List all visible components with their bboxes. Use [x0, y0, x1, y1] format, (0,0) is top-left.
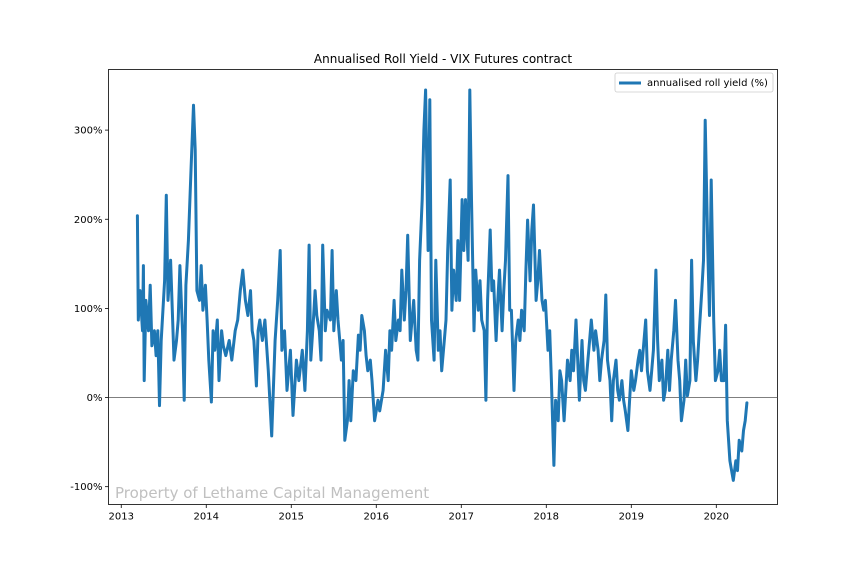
x-tick-label: 2015: [279, 512, 304, 523]
y-tick-label: 100%: [74, 304, 103, 315]
legend: annualised roll yield (%): [614, 72, 774, 93]
y-tick-label: 200%: [74, 215, 103, 226]
x-tick-label: 2016: [364, 512, 389, 523]
y-tick-label: 300%: [74, 126, 103, 137]
series-line-roll-yield: [135, 88, 749, 482]
x-tick-label: 2018: [534, 512, 559, 523]
x-tick-label: 2019: [619, 512, 644, 523]
y-axis: -100% 0% 100% 200% 300%: [70, 126, 109, 493]
legend-box: [614, 72, 774, 93]
y-tick-label: 0%: [87, 393, 103, 404]
watermark: Property of Lethame Capital Management: [115, 484, 429, 502]
x-tick-label: 2020: [704, 512, 729, 523]
plot-frame: [108, 69, 778, 505]
legend-label: annualised roll yield (%): [647, 78, 768, 89]
x-tick-label: 2013: [109, 512, 134, 523]
chart-title: Annualised Roll Yield - VIX Futures cont…: [314, 52, 572, 66]
x-tick-label: 2017: [449, 512, 474, 523]
y-tick-label: -100%: [70, 482, 102, 493]
x-tick-label: 2014: [194, 512, 219, 523]
x-axis: 2013 2014 2015 2016 2017 2018 2019 2020: [109, 504, 729, 523]
